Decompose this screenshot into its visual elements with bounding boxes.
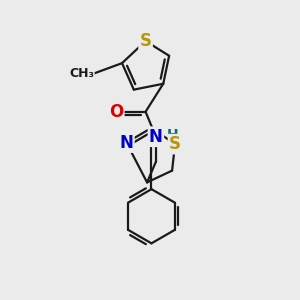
Text: O: O xyxy=(109,103,123,121)
Text: S: S xyxy=(169,135,181,153)
Text: N: N xyxy=(149,128,163,146)
Text: N: N xyxy=(119,134,134,152)
Text: S: S xyxy=(140,32,152,50)
Text: H: H xyxy=(167,128,179,142)
Text: CH₃: CH₃ xyxy=(69,67,94,80)
